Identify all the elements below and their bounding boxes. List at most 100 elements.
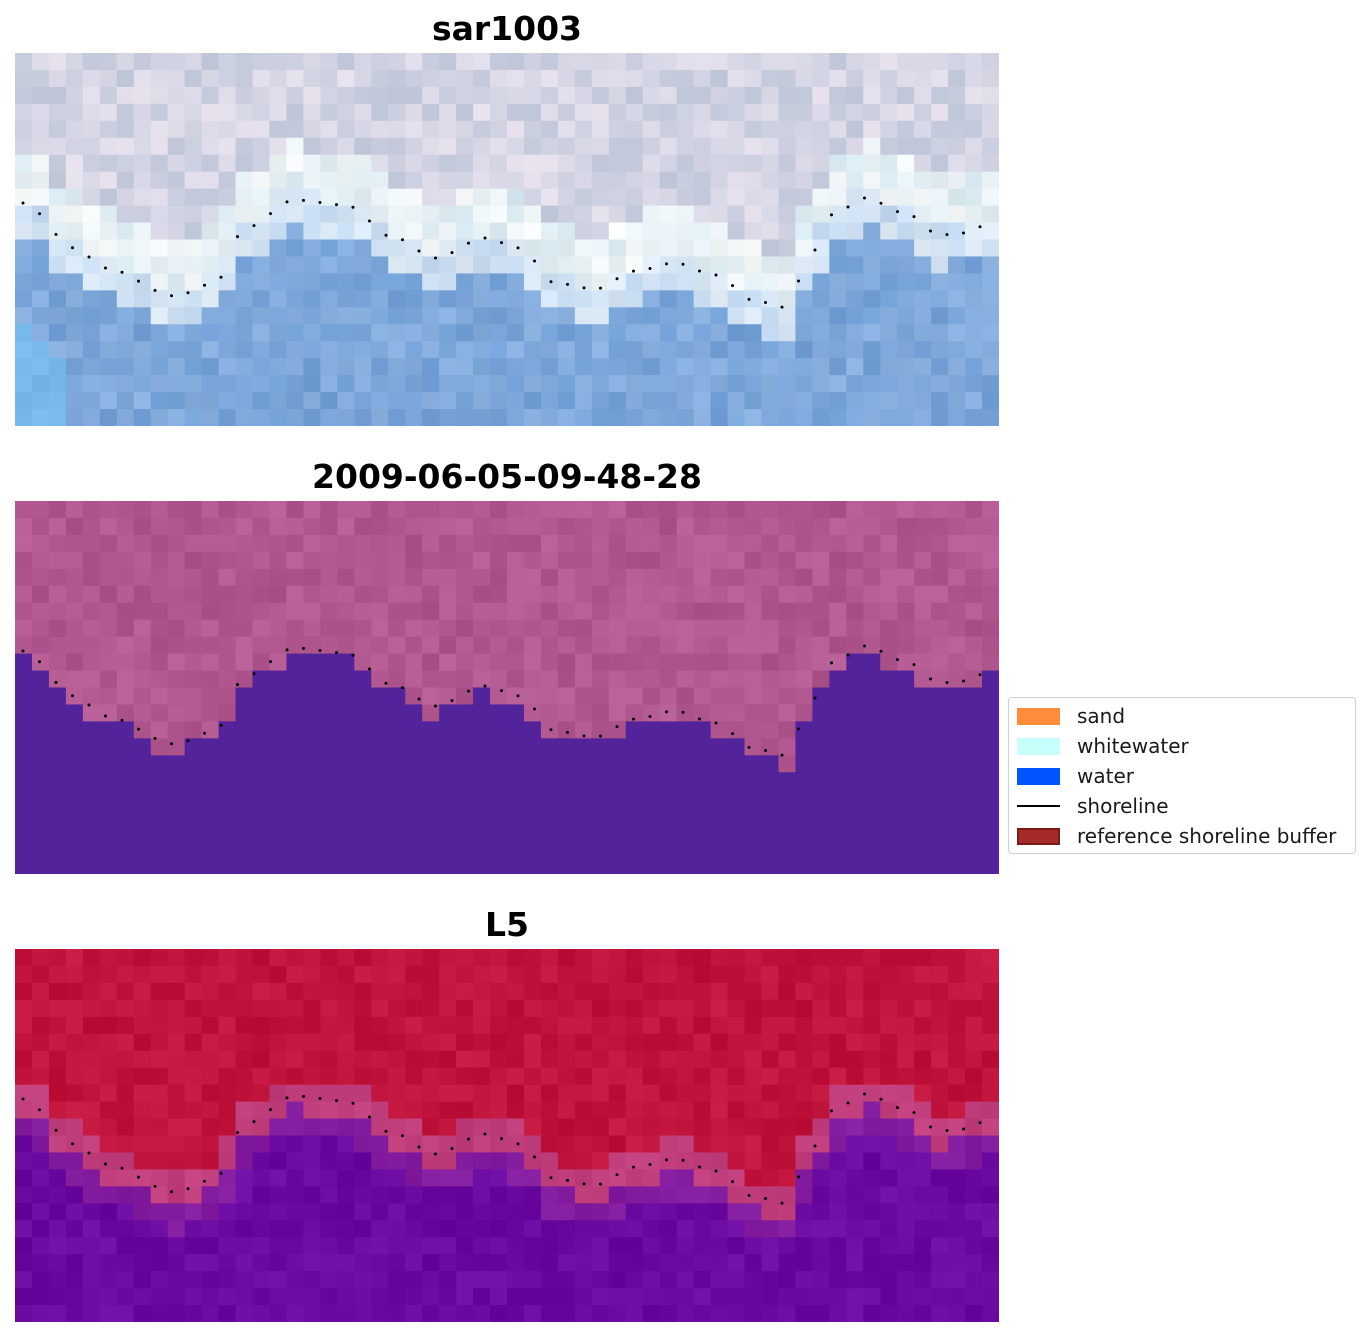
shoreline-point bbox=[599, 734, 602, 738]
shoreline-point bbox=[368, 219, 371, 223]
shoreline-point bbox=[830, 1109, 833, 1113]
shoreline-point bbox=[863, 196, 866, 200]
shoreline-point bbox=[978, 673, 982, 677]
shoreline-point bbox=[401, 686, 404, 690]
shoreline-point bbox=[846, 653, 850, 657]
shoreline-point bbox=[384, 681, 388, 685]
shoreline-point bbox=[87, 703, 91, 707]
legend-item-whitewater: whitewater bbox=[1017, 731, 1189, 761]
shoreline-point bbox=[368, 667, 371, 671]
shoreline-point bbox=[38, 1108, 41, 1112]
shoreline-point bbox=[318, 1097, 322, 1100]
shoreline-point bbox=[417, 249, 421, 253]
shoreline-point bbox=[516, 1142, 520, 1146]
shoreline-point bbox=[879, 201, 883, 205]
shoreline-point bbox=[632, 269, 635, 273]
shoreline-point bbox=[945, 681, 949, 685]
shoreline-point bbox=[714, 273, 718, 277]
panel-title-3: L5 bbox=[485, 905, 529, 944]
shoreline-point bbox=[120, 270, 124, 274]
shoreline-point bbox=[351, 1101, 355, 1105]
shoreline-point bbox=[252, 224, 256, 228]
shoreline-point bbox=[269, 212, 272, 216]
shoreline-point bbox=[203, 1179, 206, 1183]
shoreline-point bbox=[863, 644, 866, 648]
shoreline-point bbox=[549, 728, 553, 732]
shoreline-point bbox=[896, 1106, 899, 1110]
shoreline-point bbox=[962, 1127, 965, 1131]
shoreline-point bbox=[252, 672, 256, 676]
shoreline-point bbox=[599, 286, 602, 290]
panel-title-2: 2009-06-05-09-48-28 bbox=[312, 457, 702, 496]
shoreline-point bbox=[104, 714, 107, 718]
shoreline-point bbox=[912, 1111, 916, 1115]
shoreline-point bbox=[879, 1097, 883, 1101]
whitewater-swatch bbox=[1017, 737, 1060, 755]
shoreline-point bbox=[945, 1129, 949, 1133]
shoreline-point bbox=[566, 730, 569, 734]
shoreline-point bbox=[714, 721, 718, 725]
shoreline-point bbox=[467, 689, 470, 693]
legend-label-whitewater: whitewater bbox=[1077, 734, 1189, 758]
shoreline-point bbox=[599, 1182, 602, 1186]
shoreline-point bbox=[219, 1171, 223, 1175]
shoreline-point bbox=[830, 661, 833, 665]
shoreline-point bbox=[384, 233, 388, 237]
shoreline-point bbox=[929, 229, 932, 233]
shoreline-point bbox=[962, 231, 965, 235]
shoreline-point bbox=[483, 1132, 487, 1136]
shoreline-point bbox=[236, 235, 239, 239]
shoreline-point bbox=[302, 198, 305, 202]
shoreline-point bbox=[54, 1128, 58, 1132]
shoreline-point bbox=[846, 1101, 850, 1105]
shoreline-point bbox=[896, 210, 899, 214]
shoreline-point bbox=[252, 1120, 256, 1124]
legend-label-sand: sand bbox=[1077, 704, 1126, 728]
shoreline-point bbox=[450, 251, 454, 255]
shoreline-point bbox=[549, 1176, 553, 1180]
shoreline-point bbox=[417, 697, 421, 701]
shoreline-point bbox=[351, 653, 355, 657]
shoreline-line-swatch bbox=[1017, 798, 1060, 815]
legend-label-shoreline: shoreline bbox=[1077, 794, 1169, 818]
pixel-grid bbox=[15, 501, 999, 874]
shoreline-point bbox=[533, 1155, 536, 1159]
shoreline-point bbox=[71, 246, 74, 250]
pixel-grid bbox=[15, 53, 999, 426]
legend: sand whitewater water shoreline referenc… bbox=[1008, 697, 1356, 854]
shoreline-point bbox=[731, 732, 734, 736]
shoreline-point bbox=[500, 689, 503, 693]
shoreline-point bbox=[879, 649, 883, 653]
shoreline-point bbox=[912, 663, 916, 667]
shoreline-point bbox=[566, 282, 569, 286]
shoreline-point bbox=[780, 1201, 784, 1205]
shoreline-point bbox=[681, 1158, 685, 1162]
shoreline-point bbox=[896, 658, 899, 662]
shoreline-point bbox=[747, 297, 751, 301]
shoreline-point bbox=[516, 246, 520, 250]
shoreline-point bbox=[137, 727, 140, 731]
shoreline-point bbox=[813, 696, 817, 700]
shoreline-point bbox=[384, 1129, 388, 1133]
sand-swatch bbox=[1017, 707, 1060, 725]
shoreline-point bbox=[483, 684, 487, 688]
shoreline-point bbox=[698, 1165, 701, 1169]
shoreline-point bbox=[137, 279, 140, 283]
shoreline-point bbox=[780, 305, 784, 309]
shoreline-point bbox=[368, 1115, 371, 1119]
shoreline-point bbox=[401, 238, 404, 242]
shoreline-point bbox=[120, 1166, 124, 1170]
shoreline-point bbox=[170, 294, 173, 298]
shoreline-point bbox=[38, 660, 41, 664]
shoreline-point bbox=[929, 1125, 932, 1129]
shoreline-point bbox=[813, 1144, 817, 1148]
shoreline-point bbox=[285, 200, 289, 204]
shoreline-dots bbox=[21, 644, 982, 757]
shoreline-point bbox=[582, 1182, 586, 1186]
shoreline-point bbox=[434, 704, 437, 708]
shoreline-point bbox=[450, 1147, 454, 1151]
shoreline-point bbox=[747, 745, 751, 749]
shoreline-point bbox=[962, 679, 965, 683]
shoreline-point bbox=[830, 213, 833, 217]
legend-item-sand: sand bbox=[1017, 701, 1125, 731]
